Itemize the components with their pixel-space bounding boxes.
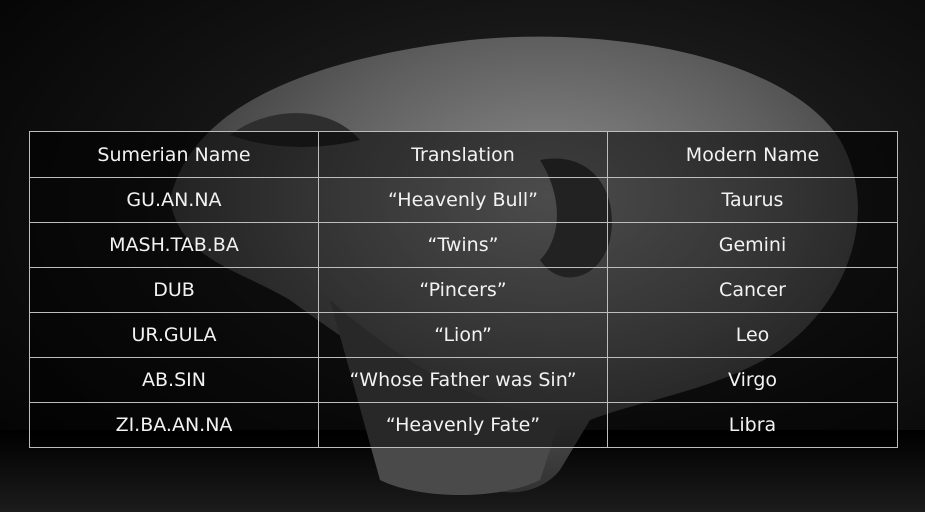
zodiac-table-container: Sumerian Name Translation Modern Name GU…: [29, 131, 898, 448]
cell-sumerian-name: DUB: [29, 267, 319, 313]
cell-modern-name: Gemini: [607, 222, 898, 268]
cell-translation: “Lion”: [318, 312, 608, 358]
cell-translation: “Heavenly Fate”: [318, 402, 608, 448]
table-row: MASH.TAB.BA “Twins” Gemini: [29, 222, 898, 268]
cell-translation: “Twins”: [318, 222, 608, 268]
cell-sumerian-name: AB.SIN: [29, 357, 319, 403]
header-sumerian-name: Sumerian Name: [29, 131, 319, 178]
table-row: UR.GULA “Lion” Leo: [29, 312, 898, 358]
header-translation: Translation: [318, 131, 608, 178]
cell-translation: “Whose Father was Sin”: [318, 357, 608, 403]
cell-sumerian-name: UR.GULA: [29, 312, 319, 358]
cell-sumerian-name: GU.AN.NA: [29, 177, 319, 223]
header-modern-name: Modern Name: [607, 131, 898, 178]
table-row: DUB “Pincers” Cancer: [29, 267, 898, 313]
cell-modern-name: Libra: [607, 402, 898, 448]
zodiac-table: Sumerian Name Translation Modern Name GU…: [29, 131, 898, 448]
cell-modern-name: Virgo: [607, 357, 898, 403]
table-row: GU.AN.NA “Heavenly Bull” Taurus: [29, 177, 898, 223]
table-row: ZI.BA.AN.NA “Heavenly Fate” Libra: [29, 402, 898, 448]
cell-modern-name: Taurus: [607, 177, 898, 223]
cell-translation: “Heavenly Bull”: [318, 177, 608, 223]
cell-translation: “Pincers”: [318, 267, 608, 313]
cell-modern-name: Cancer: [607, 267, 898, 313]
cell-modern-name: Leo: [607, 312, 898, 358]
cell-sumerian-name: MASH.TAB.BA: [29, 222, 319, 268]
cell-sumerian-name: ZI.BA.AN.NA: [29, 402, 319, 448]
table-row: AB.SIN “Whose Father was Sin” Virgo: [29, 357, 898, 403]
table-header-row: Sumerian Name Translation Modern Name: [29, 131, 898, 178]
